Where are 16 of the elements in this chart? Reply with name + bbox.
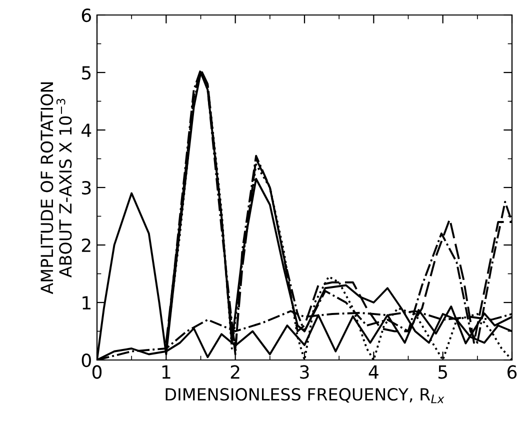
y-axis-title: AMPLITUDE OF ROTATION ABOUT Z-AXIS X 10$^{−3}$ — [40, 82, 72, 294]
y-tick-label: 5 — [82, 66, 91, 80]
x-tick-label: 2 — [230, 365, 240, 379]
x-tick-label: 3 — [300, 365, 309, 379]
x-axis-title: DIMENSIONLESS FREQUENCY, R$_{Lx}$ — [166, 388, 444, 404]
y-tick-label: 3 — [82, 180, 91, 195]
x-tick-label: 1 — [162, 365, 170, 379]
y-tick-label: 6 — [82, 8, 91, 22]
x-tick-label: 0 — [92, 365, 102, 379]
x-tick-label: 5 — [438, 365, 447, 379]
y-tick-label: 4 — [82, 124, 92, 137]
y-tick-label: 0 — [82, 353, 91, 368]
y-tick-label: 1 — [82, 296, 90, 310]
x-tick-label: 4 — [368, 365, 378, 379]
x-tick-label: 6 — [508, 365, 517, 379]
y-tick-label: 2 — [82, 238, 90, 252]
